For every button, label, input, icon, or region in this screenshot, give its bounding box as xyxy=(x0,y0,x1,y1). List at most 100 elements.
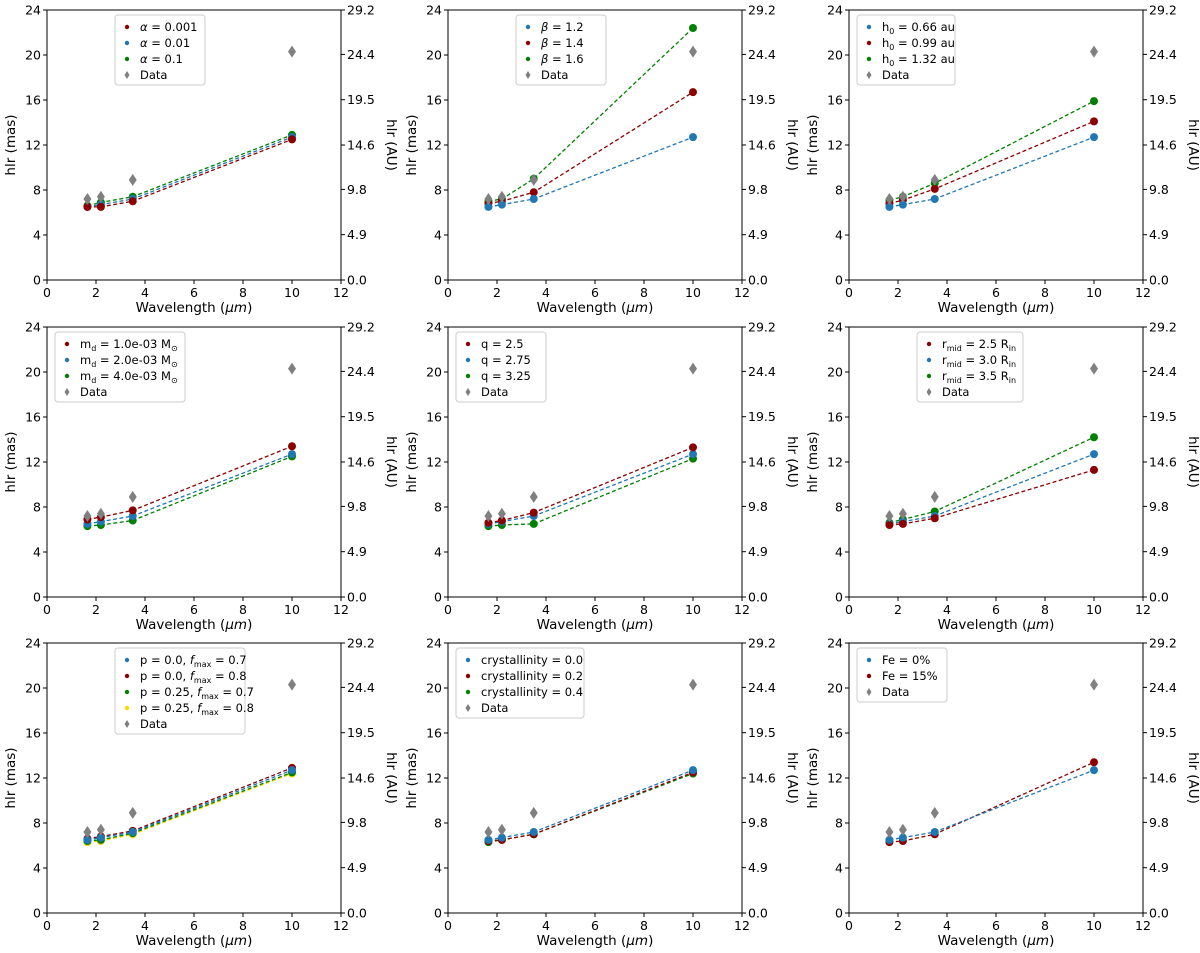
y-tick-label: 24 xyxy=(25,3,41,18)
legend-text-part: 0 xyxy=(889,43,894,52)
y-axis-label-left: hlr (mas) xyxy=(805,114,821,175)
y-right-tick-label: 19.5 xyxy=(347,92,375,107)
x-tick-label: 8 xyxy=(1041,602,1049,617)
legend-marker xyxy=(866,56,872,62)
x-axis-label: Wavelength (μm) xyxy=(938,617,1055,633)
x-tick-label: 0 xyxy=(43,918,51,933)
data-point xyxy=(484,826,493,838)
legend-marker-data xyxy=(124,720,130,728)
x-tick-label: 4 xyxy=(943,918,951,933)
y-right-tick-label: 4.9 xyxy=(347,227,367,242)
x-tick-label: 6 xyxy=(992,285,1000,300)
legend-text-part: = 0.8 xyxy=(219,701,254,715)
legend-text-part: m xyxy=(80,369,91,383)
series-point xyxy=(898,519,907,528)
y-tick-label: 16 xyxy=(426,410,442,425)
data-point xyxy=(930,173,939,186)
legend-box xyxy=(114,647,246,735)
x-tick-label: 4 xyxy=(141,602,149,617)
y-right-tick-label: 9.8 xyxy=(748,499,768,514)
y-axis-label-right: hlr (AU) xyxy=(784,436,800,488)
legend-box xyxy=(54,331,186,403)
y-right-tick-label: 29.2 xyxy=(1149,3,1177,18)
legend-label: rmid = 3.0 Rin xyxy=(942,353,1016,369)
legend-text-part: q = 3.25 xyxy=(481,369,531,383)
legend-text-part: 0 xyxy=(889,27,894,36)
legend-text-part: h xyxy=(882,36,889,50)
data-point xyxy=(484,193,493,205)
legend-label-data: Data xyxy=(80,385,107,399)
y-tick-label: 24 xyxy=(426,636,442,651)
panel-md: 0 2 4 6 8 10 12048121620240.04.99.814.619.524.… xyxy=(3,320,399,634)
y-tick-label: 24 xyxy=(827,320,843,335)
y-tick-label: 8 xyxy=(835,500,843,515)
legend-label: q = 3.25 xyxy=(481,369,531,383)
data-point xyxy=(529,490,538,503)
x-tick-label: 6 xyxy=(992,918,1000,933)
series-point xyxy=(497,516,506,525)
y-right-tick-label: 9.8 xyxy=(1149,815,1169,830)
y-axis-label-right: hlr (AU) xyxy=(1185,752,1200,804)
x-tick-label: 2 xyxy=(92,602,100,617)
x-axis-label-unit: μm xyxy=(1026,300,1049,316)
y-tick-label: 20 xyxy=(25,365,41,380)
series-line xyxy=(889,769,1095,841)
y-right-tick-label: 19.5 xyxy=(1149,409,1177,424)
x-axis-label-part: ) xyxy=(247,933,252,949)
y-axis-label-right: hlr (AU) xyxy=(383,752,399,804)
x-tick-label: 12 xyxy=(333,285,349,300)
y-axis-label-left: hlr (mas) xyxy=(3,431,19,492)
legend-text-part: = 0.66 au xyxy=(894,20,955,34)
y-tick-label: 8 xyxy=(434,500,442,515)
x-tick-label: 8 xyxy=(1041,918,1049,933)
y-tick-label: 8 xyxy=(33,500,41,515)
legend-box xyxy=(515,14,607,86)
series-line xyxy=(87,453,293,525)
legend-text-part: f xyxy=(190,669,196,683)
series-point xyxy=(484,202,493,211)
y-right-tick-label: 0.0 xyxy=(347,590,367,605)
legend-text-part: r xyxy=(942,369,947,383)
legend-text-part: d xyxy=(91,376,96,385)
legend-text-part: d xyxy=(91,344,96,353)
y-right-tick-label: 0.0 xyxy=(1149,906,1169,921)
series-line xyxy=(488,136,694,208)
data-point xyxy=(1090,362,1098,375)
legend-text-part: β xyxy=(540,20,548,34)
y-tick-label: 0 xyxy=(835,273,843,288)
legend-marker-data xyxy=(866,71,872,79)
legend-text-part: p = 0.25, xyxy=(140,685,197,699)
series-line xyxy=(488,453,694,525)
y-right-tick-label: 4.9 xyxy=(748,860,768,875)
legend-marker-data xyxy=(465,704,471,712)
legend-label: p = 0.0, fmax = 0.7 xyxy=(140,653,247,669)
legend-text-part: = 1.2 xyxy=(548,20,583,34)
y-tick-label: 12 xyxy=(827,771,843,786)
panel-fe: 0 2 4 6 8 10 12048121620240.04.99.814.619.524.… xyxy=(805,636,1200,950)
y-axis-label-right: hlr (AU) xyxy=(1185,436,1200,488)
x-axis-label-part: ) xyxy=(1049,617,1054,633)
series-line xyxy=(87,136,293,208)
y-axis-label-left: hlr (mas) xyxy=(3,747,19,808)
legend-marker-data xyxy=(64,388,70,396)
y-axis-label-left: hlr (mas) xyxy=(404,747,420,808)
legend-label: p = 0.0, fmax = 0.8 xyxy=(140,669,247,685)
series-point xyxy=(898,200,907,209)
legend-label-data: Data xyxy=(942,385,969,399)
series-point xyxy=(128,506,137,515)
x-tick-label: 0 xyxy=(43,602,51,617)
y-tick-label: 4 xyxy=(434,545,442,560)
y-axis-label-right: hlr (AU) xyxy=(383,119,399,171)
y-tick-label: 24 xyxy=(25,320,41,335)
y-axis-label-left: hlr (mas) xyxy=(3,114,19,175)
y-tick-label: 24 xyxy=(827,3,843,18)
legend-label: Fe = 15% xyxy=(882,669,938,683)
y-right-tick-label: 29.2 xyxy=(1149,320,1177,335)
y-right-tick-label: 14.6 xyxy=(748,455,776,470)
data-point xyxy=(288,45,296,58)
y-tick-label: 20 xyxy=(426,681,442,696)
y-right-tick-label: 0.0 xyxy=(748,273,768,288)
x-tick-label: 2 xyxy=(493,602,501,617)
legend-marker xyxy=(124,673,130,679)
